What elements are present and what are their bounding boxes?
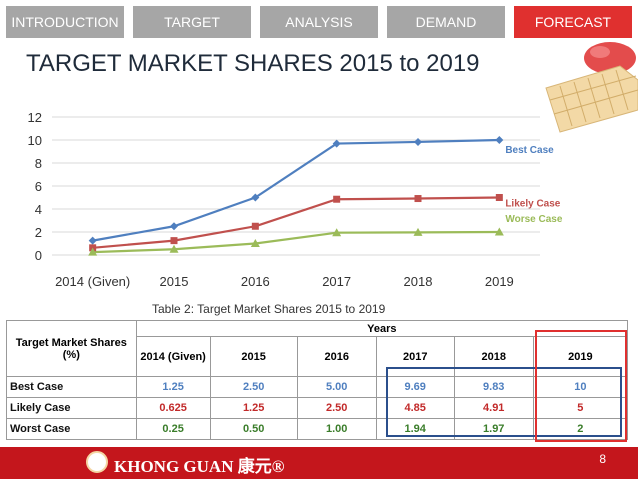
table-cell: 1.94 bbox=[375, 418, 455, 440]
data-point bbox=[495, 136, 504, 144]
table-cell: 0.625 bbox=[135, 397, 211, 419]
series-label: Worse Case bbox=[505, 214, 563, 225]
row-label: Best Case bbox=[6, 376, 137, 398]
page-number: 8 bbox=[599, 452, 606, 466]
row-label: Likely Case bbox=[6, 397, 137, 419]
data-point bbox=[414, 137, 422, 146]
x-tick-label: 2015 bbox=[160, 274, 189, 289]
row-label: Worst Case bbox=[6, 418, 137, 440]
series-line bbox=[92, 138, 500, 242]
data-point bbox=[88, 236, 97, 245]
wafer-dessert-image bbox=[540, 40, 638, 140]
data-point bbox=[250, 239, 260, 247]
x-tick-label: 2014 (Given) bbox=[55, 274, 130, 289]
tab-analysis[interactable]: ANALYSIS bbox=[260, 6, 378, 38]
y-tick-label: 6 bbox=[35, 179, 42, 194]
table-caption: Table 2: Target Market Shares 2015 to 20… bbox=[152, 302, 386, 316]
table-row: Likely Case 0.625 1.25 2.50 4.85 4.91 5 bbox=[6, 397, 629, 419]
tab-forecast[interactable]: FORECAST bbox=[514, 6, 632, 38]
data-point bbox=[332, 228, 342, 237]
table-cell: 2.50 bbox=[209, 376, 298, 398]
table-cell: 1.25 bbox=[135, 376, 211, 398]
col-header: 2016 bbox=[296, 336, 377, 377]
col-header: 2014 (Given) bbox=[135, 336, 211, 377]
table-cell: 2.50 bbox=[296, 397, 377, 419]
col-header: 2017 bbox=[375, 336, 455, 377]
table-cell: 0.25 bbox=[135, 418, 211, 440]
data-point bbox=[333, 195, 341, 203]
highlight-box-blue bbox=[386, 367, 622, 437]
x-tick-label: 2019 bbox=[485, 274, 514, 289]
series-line bbox=[92, 196, 500, 249]
tab-introduction[interactable]: INTRODUCTION bbox=[6, 6, 124, 38]
y-tick-label: 8 bbox=[35, 156, 42, 171]
table-cell: 5.00 bbox=[296, 376, 377, 398]
table-cell: 1.00 bbox=[296, 418, 377, 440]
table-cell: 1.25 bbox=[209, 397, 298, 419]
table-cell: 0.50 bbox=[209, 418, 298, 440]
x-tick-label: 2017 bbox=[322, 274, 351, 289]
data-point bbox=[332, 139, 341, 148]
data-point bbox=[170, 222, 178, 231]
series-label: Likely Case bbox=[505, 199, 560, 210]
brand-logo-icon bbox=[86, 451, 108, 473]
table-row: Worst Case 0.25 0.50 1.00 1.94 1.97 2 bbox=[6, 418, 629, 440]
highlight-box-red bbox=[535, 330, 627, 442]
table-cell: 2 bbox=[532, 418, 629, 440]
y-tick-label: 12 bbox=[28, 110, 42, 125]
data-point bbox=[251, 222, 259, 230]
data-point bbox=[170, 237, 178, 245]
data-point bbox=[251, 193, 260, 202]
y-tick-label: 4 bbox=[35, 202, 42, 217]
series-label: Best Case bbox=[505, 145, 554, 156]
data-point bbox=[169, 244, 179, 253]
data-point bbox=[88, 247, 98, 256]
col-header: 2015 bbox=[209, 336, 298, 377]
col-header: 2018 bbox=[453, 336, 534, 377]
data-point bbox=[495, 194, 503, 201]
x-tick-label: 2018 bbox=[404, 274, 433, 289]
y-tick-label: 0 bbox=[35, 248, 42, 263]
y-tick-label: 10 bbox=[28, 133, 42, 148]
row-header: Target Market Shares (%) bbox=[6, 320, 137, 377]
line-chart: 0 2 4 6 8 10 12 2014 (Given) 2015 2016 2017 2018 20… bbox=[28, 110, 563, 289]
data-point bbox=[414, 195, 422, 203]
y-tick-label: 2 bbox=[35, 225, 42, 240]
x-tick-label: 2016 bbox=[241, 274, 270, 289]
series-line bbox=[92, 230, 500, 254]
col-header: 2019 bbox=[532, 336, 629, 377]
tab-target[interactable]: TARGET bbox=[133, 6, 251, 38]
page-title: TARGET MARKET SHARES 2015 to 2019 bbox=[26, 50, 480, 77]
table-cell: 4.91 bbox=[453, 397, 534, 419]
data-point bbox=[413, 227, 423, 236]
brand-name: KHONG GUAN 康元® bbox=[114, 457, 285, 476]
data-point bbox=[494, 227, 504, 236]
tab-demand[interactable]: DEMAND bbox=[387, 6, 505, 38]
market-share-table: Target Market Shares (%) Years 2014 (Giv… bbox=[6, 320, 629, 440]
